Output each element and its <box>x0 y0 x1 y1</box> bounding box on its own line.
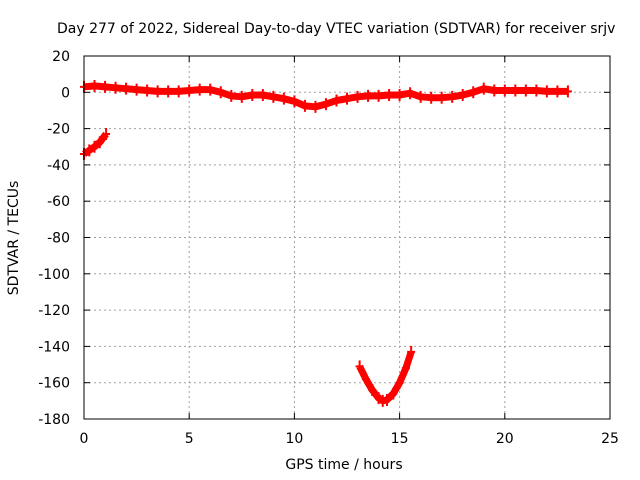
data-point <box>511 84 520 97</box>
y-axis-label: SDTVAR / TECUs <box>6 181 22 296</box>
x-axis-label: GPS time / hours <box>285 457 402 473</box>
data-point <box>395 89 404 102</box>
data-point <box>407 345 416 358</box>
data-point <box>458 89 467 102</box>
data-point <box>258 89 267 102</box>
data-point <box>132 83 141 96</box>
data-point <box>90 140 99 153</box>
x-tick-label: 20 <box>496 431 514 447</box>
series-line-2 <box>356 350 415 405</box>
x-tick-label: 25 <box>601 431 619 447</box>
x-tick-label: 15 <box>391 431 409 447</box>
data-point <box>500 84 509 97</box>
data-point <box>479 82 488 95</box>
data-point <box>353 90 362 103</box>
data-point <box>269 90 278 103</box>
y-tick-label: -120 <box>38 303 70 319</box>
data-point <box>95 136 104 149</box>
data-point <box>332 94 341 107</box>
data-point <box>427 91 436 104</box>
data-point <box>364 89 373 102</box>
data-point <box>300 99 309 112</box>
x-tick-label: 5 <box>185 431 194 447</box>
x-tick-label: 0 <box>80 431 89 447</box>
data-point <box>355 360 364 373</box>
data-point <box>374 392 383 405</box>
data-point <box>406 87 415 100</box>
data-point <box>195 83 204 96</box>
data-point <box>102 128 111 141</box>
data-point <box>248 89 257 102</box>
x-tick-label: 10 <box>285 431 303 447</box>
data-point <box>532 84 541 97</box>
data-point <box>290 95 299 108</box>
data-point <box>368 383 377 396</box>
data-point <box>343 92 351 105</box>
y-tick-label: -20 <box>47 122 70 138</box>
data-point <box>395 376 404 389</box>
data-point <box>521 84 530 97</box>
y-tick-label: 20 <box>52 49 70 65</box>
data-point <box>101 80 110 93</box>
y-tick-label: 0 <box>61 85 70 101</box>
data-point <box>401 362 410 375</box>
data-point <box>164 85 173 98</box>
ticks: 0 5 10 15 20 25 20 0 -20 -40 -60 -80 -100 -120 -140 -16… <box>38 49 619 447</box>
y-tick-label: -180 <box>38 412 70 428</box>
data-point <box>321 98 330 111</box>
data-point <box>374 89 383 102</box>
chart-title: Day 277 of 2022, Sidereal Day-to-day VTE… <box>57 21 615 37</box>
data-point <box>382 393 391 406</box>
data-point <box>90 79 99 92</box>
y-tick-label: -140 <box>38 339 70 355</box>
series-group <box>80 79 572 407</box>
y-tick-label: -100 <box>38 267 70 283</box>
data-point <box>206 83 215 96</box>
data-point <box>111 81 120 94</box>
data-point <box>563 85 572 98</box>
data-point <box>469 86 478 99</box>
data-point <box>216 86 225 99</box>
data-point <box>389 387 398 400</box>
data-point <box>361 373 370 386</box>
plot-frame <box>83 55 611 420</box>
data-point <box>311 100 320 113</box>
data-point <box>448 90 457 103</box>
data-point <box>153 85 162 98</box>
data-point <box>385 89 394 102</box>
data-point <box>416 90 425 103</box>
data-point <box>490 84 499 97</box>
data-point <box>237 90 246 103</box>
data-point <box>553 85 562 98</box>
data-point <box>279 92 288 105</box>
y-tick-label: -80 <box>47 231 70 247</box>
y-tick-label: -160 <box>38 376 70 392</box>
data-point <box>143 84 152 97</box>
grid <box>84 56 610 419</box>
data-point <box>122 82 131 95</box>
data-point <box>542 85 551 98</box>
y-tick-label: -60 <box>47 194 70 210</box>
data-point <box>227 89 236 102</box>
data-point <box>85 144 94 157</box>
data-point <box>174 85 183 98</box>
data-point <box>437 91 446 104</box>
y-tick-label: -40 <box>47 158 70 174</box>
data-point <box>185 84 194 97</box>
